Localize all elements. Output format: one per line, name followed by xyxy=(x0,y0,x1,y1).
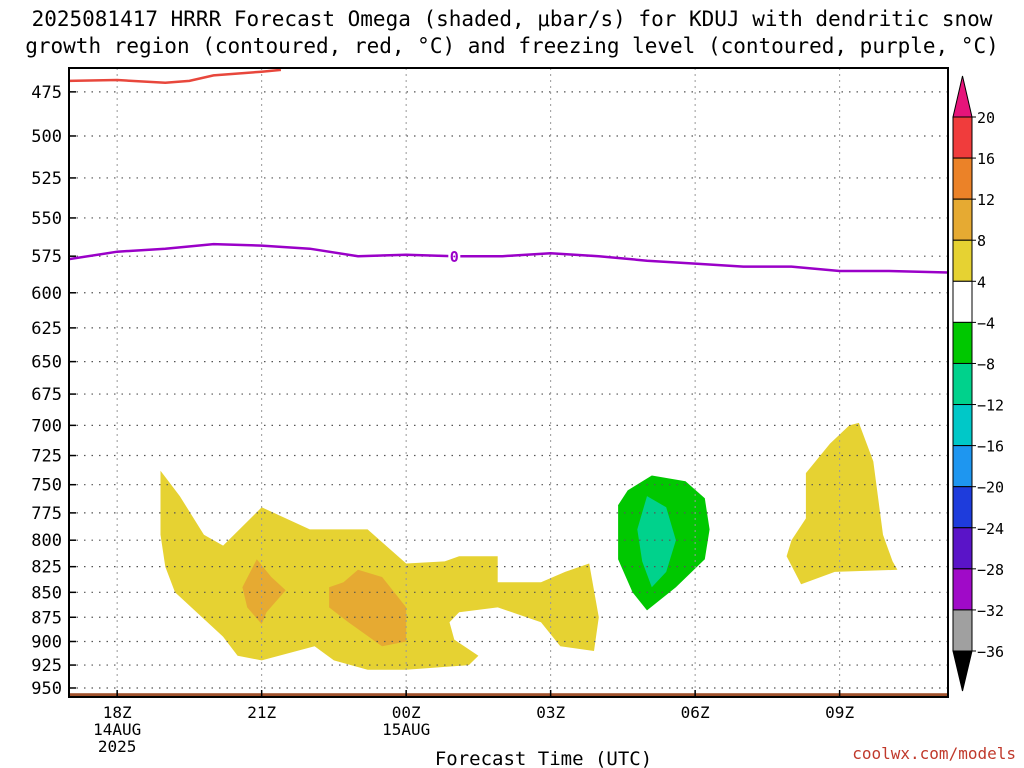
y-tick-label-675: 675 xyxy=(31,385,62,405)
freezing-level-line xyxy=(69,242,948,274)
colorbar-band-12 xyxy=(952,609,973,652)
freezing-level-label: 0 xyxy=(450,248,459,266)
colorbar-band-1 xyxy=(952,157,973,200)
y-tick-label-875: 875 xyxy=(31,608,62,628)
colorbar-label-12: −32 xyxy=(977,602,1004,620)
y-tick-label-700: 700 xyxy=(31,416,62,436)
y-tick-label-825: 825 xyxy=(31,558,62,578)
y-tick-label-900: 900 xyxy=(31,632,62,652)
plot-frame xyxy=(68,67,949,698)
colorbar-label-6: −8 xyxy=(977,355,995,373)
y-tick-label-650: 650 xyxy=(31,353,62,373)
y-tick-label-475: 475 xyxy=(31,83,62,103)
colorbar-label-4: 4 xyxy=(977,273,986,291)
colorbar-label-10: −24 xyxy=(977,520,1004,538)
terrain-strip xyxy=(69,693,948,697)
freezing-level-label-bg xyxy=(448,248,461,265)
omega-region-4 xyxy=(637,496,676,588)
colorbar-band-6 xyxy=(952,362,973,406)
colorbar-label-3: 8 xyxy=(977,232,986,250)
y-tick-label-625: 625 xyxy=(31,319,62,339)
chart-title: 2025081417 HRRR Forecast Omega (shaded, … xyxy=(0,6,1024,60)
x-tick-label-0-0: 18Z xyxy=(103,703,132,722)
colorbar-band-0 xyxy=(952,116,973,159)
colorbar-bottom-arrow xyxy=(952,650,973,692)
colorbar-band-10 xyxy=(952,527,973,570)
x-tick-label-9-0: 03Z xyxy=(536,703,565,722)
x-axis-title: Forecast Time (UTC) xyxy=(435,748,652,768)
colorbar-band-8 xyxy=(952,445,973,488)
colorbar-band-9 xyxy=(952,486,973,529)
colorbar-band-5 xyxy=(952,321,973,364)
y-tick-label-750: 750 xyxy=(31,476,62,496)
y-tick-label-775: 775 xyxy=(31,504,62,524)
y-tick-label-725: 725 xyxy=(31,447,62,467)
x-tick-label-3-0: 21Z xyxy=(247,703,276,722)
y-tick-label-850: 850 xyxy=(31,583,62,603)
x-tick-label-15-0: 09Z xyxy=(825,703,854,722)
colorbar-label-7: −12 xyxy=(977,397,1004,415)
colorbar-band-7 xyxy=(952,404,973,447)
omega-region-5 xyxy=(786,422,898,585)
y-tick-label-525: 525 xyxy=(31,169,62,189)
x-tick-label-6-0: 00Z xyxy=(392,703,421,722)
colorbar-label-13: −36 xyxy=(977,643,1004,661)
x-tick-label-0-2: 2025 xyxy=(98,737,137,756)
x-tick-label-0-1: 14AUG xyxy=(93,720,141,739)
colorbar-label-5: −4 xyxy=(977,314,995,332)
omega-region-2 xyxy=(329,569,407,647)
omega-region-1 xyxy=(242,559,286,625)
omega-region-0 xyxy=(160,470,599,670)
source-credit: coolwx.com/models xyxy=(852,744,1016,763)
y-tick-label-600: 600 xyxy=(31,284,62,304)
y-tick-label-950: 950 xyxy=(31,679,62,699)
x-tick-label-6-1: 15AUG xyxy=(382,720,430,739)
colorbar-label-8: −16 xyxy=(977,438,1004,456)
y-tick-label-550: 550 xyxy=(31,209,62,229)
colorbar-band-3 xyxy=(952,239,973,282)
colorbar-band-2 xyxy=(952,198,973,241)
colorbar-top-arrow xyxy=(952,75,973,118)
dgz-contour-line xyxy=(69,68,282,85)
plot-area: 0 xyxy=(69,68,948,697)
y-tick-label-500: 500 xyxy=(31,127,62,147)
colorbar-label-0: 20 xyxy=(977,109,995,127)
colorbar-label-11: −28 xyxy=(977,561,1004,579)
y-tick-label-800: 800 xyxy=(31,531,62,551)
colorbar-band-4 xyxy=(952,280,973,323)
x-tick-label-12-0: 06Z xyxy=(681,703,710,722)
colorbar-band-11 xyxy=(952,568,973,611)
y-tick-label-575: 575 xyxy=(31,247,62,267)
colorbar-label-2: 12 xyxy=(977,191,995,209)
chart-title-line2: growth region (contoured, red, °C) and f… xyxy=(25,34,999,58)
colorbar-label-1: 16 xyxy=(977,150,995,168)
colorbar-label-9: −20 xyxy=(977,479,1004,497)
chart-title-line1: 2025081417 HRRR Forecast Omega (shaded, … xyxy=(31,7,993,31)
y-tick-label-925: 925 xyxy=(31,656,62,676)
